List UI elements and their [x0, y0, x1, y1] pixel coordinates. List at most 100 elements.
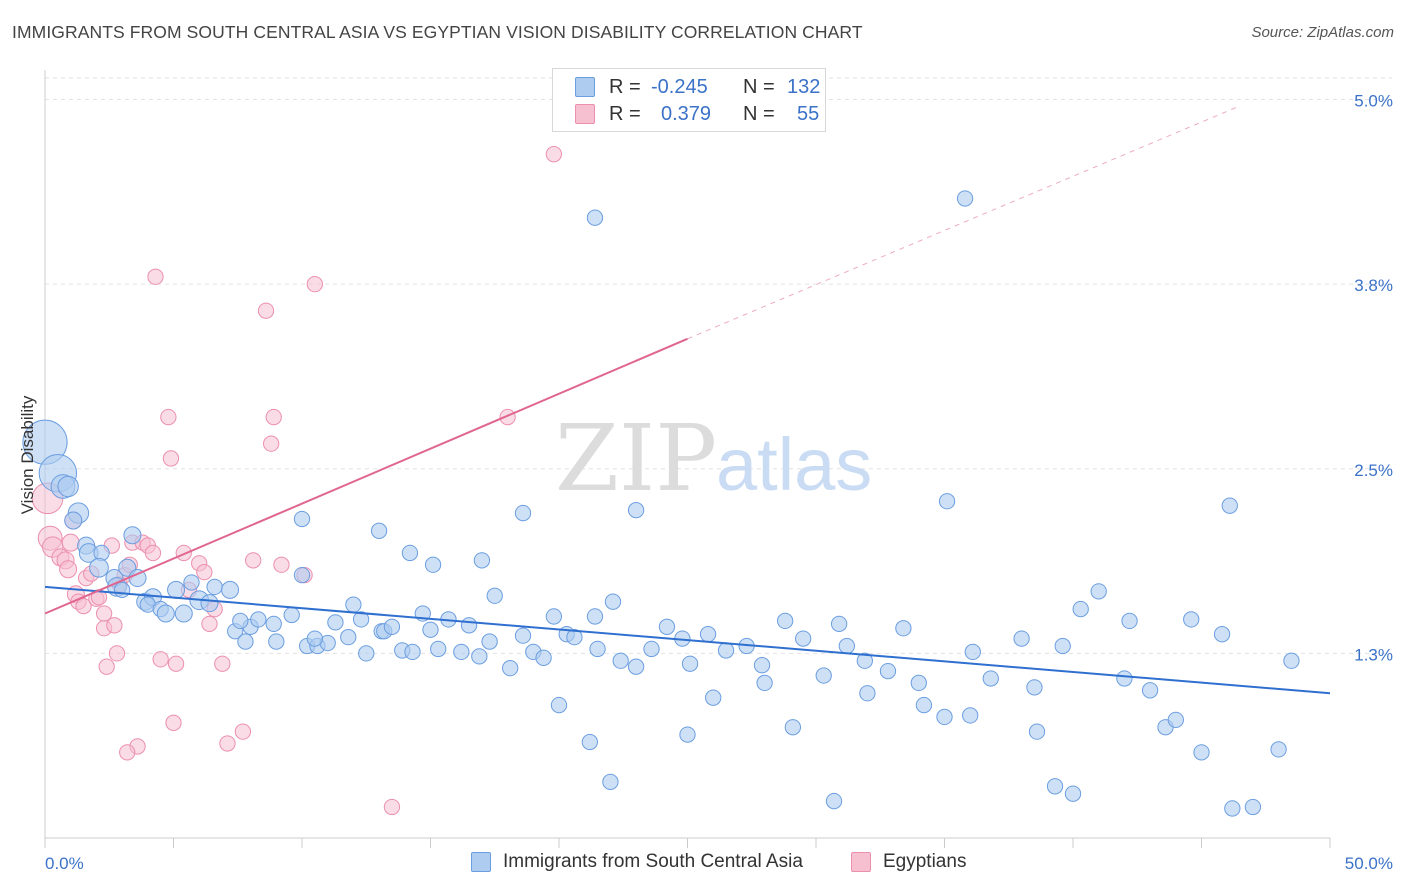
- immigrants-point: [936, 708, 953, 726]
- immigrants-point: [1183, 611, 1200, 628]
- egyptians-point: [162, 450, 180, 467]
- immigrants-point: [514, 627, 532, 644]
- immigrants-point: [327, 614, 344, 631]
- tick-labels: 1.3% 2.5% 3.8% 5.0% 0.0% 50.0%: [45, 92, 1393, 873]
- immigrants-point: [938, 493, 956, 510]
- immigrants-point: [183, 574, 200, 591]
- immigrants-point: [602, 773, 619, 791]
- immigrants-points: [22, 190, 1300, 817]
- egyptians-point: [306, 276, 324, 293]
- trend-lines: [44, 106, 1331, 695]
- immigrants-point: [679, 726, 696, 743]
- immigrants-point: [283, 606, 300, 624]
- immigrants-point: [825, 792, 843, 810]
- egyptians-point: [119, 744, 136, 761]
- watermark: ZIP atlas: [555, 405, 872, 512]
- n-value: 55: [797, 102, 820, 125]
- egyptians-points: [31, 146, 563, 816]
- egyptians-legend-swatch: [851, 852, 871, 872]
- immigrants-point: [1221, 497, 1238, 514]
- immigrants-point: [486, 587, 503, 604]
- immigrants-point: [856, 652, 873, 669]
- y-axis-label: Vision Disability: [18, 395, 37, 514]
- immigrants-point: [370, 522, 388, 539]
- immigrants-point: [1121, 612, 1138, 630]
- stats-legend: R = -0.245 N = 132 R = 0.379 N = 55: [552, 68, 826, 132]
- immigrants-point: [250, 611, 267, 628]
- y-tick-label: 1.3%: [1354, 645, 1393, 664]
- immigrants-point: [586, 209, 604, 226]
- immigrants-point: [1167, 711, 1184, 728]
- immigrants-point: [1224, 800, 1241, 817]
- egyptians-point: [257, 302, 275, 319]
- immigrants-point: [57, 475, 79, 498]
- immigrants-point: [589, 640, 606, 658]
- r-label: R =: [609, 75, 641, 98]
- immigrants-point: [1028, 723, 1046, 740]
- immigrants-trend-line: [44, 585, 1331, 695]
- immigrants-point: [910, 674, 927, 692]
- immigrants-point: [401, 544, 419, 562]
- immigrants-point: [1013, 630, 1030, 647]
- legend-item-egyptians[interactable]: Egyptians: [851, 851, 966, 873]
- immigrants-legend-swatch: [471, 852, 491, 872]
- immigrants-point: [795, 630, 812, 647]
- immigrants-point: [64, 511, 83, 530]
- egyptians-point: [59, 560, 78, 579]
- immigrants-point: [422, 621, 439, 638]
- chart-title: IMMIGRANTS FROM SOUTH CENTRAL ASIA VS EG…: [12, 22, 863, 42]
- y-tick-label: 3.8%: [1354, 276, 1393, 295]
- egyptians-point: [214, 655, 231, 672]
- immigrants-point: [699, 626, 717, 643]
- immigrants-point: [756, 674, 773, 692]
- immigrants-point: [535, 649, 552, 666]
- legend-item-immigrants[interactable]: Immigrants from South Central Asia: [471, 851, 803, 873]
- immigrants-point: [514, 504, 532, 522]
- immigrants-point: [232, 612, 249, 630]
- immigrants-point: [1283, 652, 1300, 669]
- egyptians-point: [245, 552, 262, 569]
- egyptians-point: [108, 645, 126, 662]
- immigrants-point: [815, 667, 832, 684]
- legend-label-egyptians: Egyptians: [883, 851, 967, 872]
- immigrants-point: [705, 689, 722, 706]
- stats-row-immigrants: R = -0.245 N = 132: [575, 74, 820, 100]
- immigrants-point: [1244, 798, 1262, 816]
- immigrants-point: [167, 580, 186, 599]
- immigrants-point: [1213, 626, 1231, 643]
- egyptians-point: [383, 798, 401, 816]
- egyptians-point: [265, 408, 282, 426]
- immigrants-point: [502, 660, 519, 677]
- immigrants-point: [340, 628, 357, 646]
- egyptians-point: [201, 615, 218, 632]
- immigrants-point: [956, 190, 974, 207]
- immigrants-point: [753, 657, 771, 674]
- immigrants-point: [612, 652, 629, 669]
- immigrants-point: [404, 643, 421, 661]
- egyptians-trend-extension: [687, 106, 1238, 340]
- immigrants-point: [453, 643, 470, 661]
- y-tick-label: 5.0%: [1354, 92, 1393, 111]
- x-tick-label-min: 0.0%: [45, 854, 84, 873]
- egyptians-point: [234, 723, 252, 740]
- x-tick-label-max: 50.0%: [1345, 854, 1393, 873]
- immigrants-point: [156, 604, 175, 623]
- immigrants-point: [879, 662, 897, 680]
- immigrants-point: [293, 510, 311, 528]
- n-label: N =: [743, 75, 775, 98]
- immigrants-point: [1141, 682, 1159, 699]
- immigrants-point: [1054, 637, 1071, 655]
- immigrants-point: [627, 501, 645, 519]
- immigrants-point: [200, 594, 219, 613]
- immigrants-point: [471, 648, 488, 665]
- immigrants-point: [658, 618, 676, 635]
- egyptians-point: [165, 714, 182, 731]
- immigrants-point: [681, 655, 699, 672]
- immigrants-point: [717, 642, 735, 659]
- immigrants-point: [838, 637, 855, 655]
- r-value: -0.245: [651, 75, 708, 98]
- egyptians-point: [263, 435, 280, 452]
- immigrants-point: [460, 617, 478, 634]
- egyptians-point: [219, 735, 236, 752]
